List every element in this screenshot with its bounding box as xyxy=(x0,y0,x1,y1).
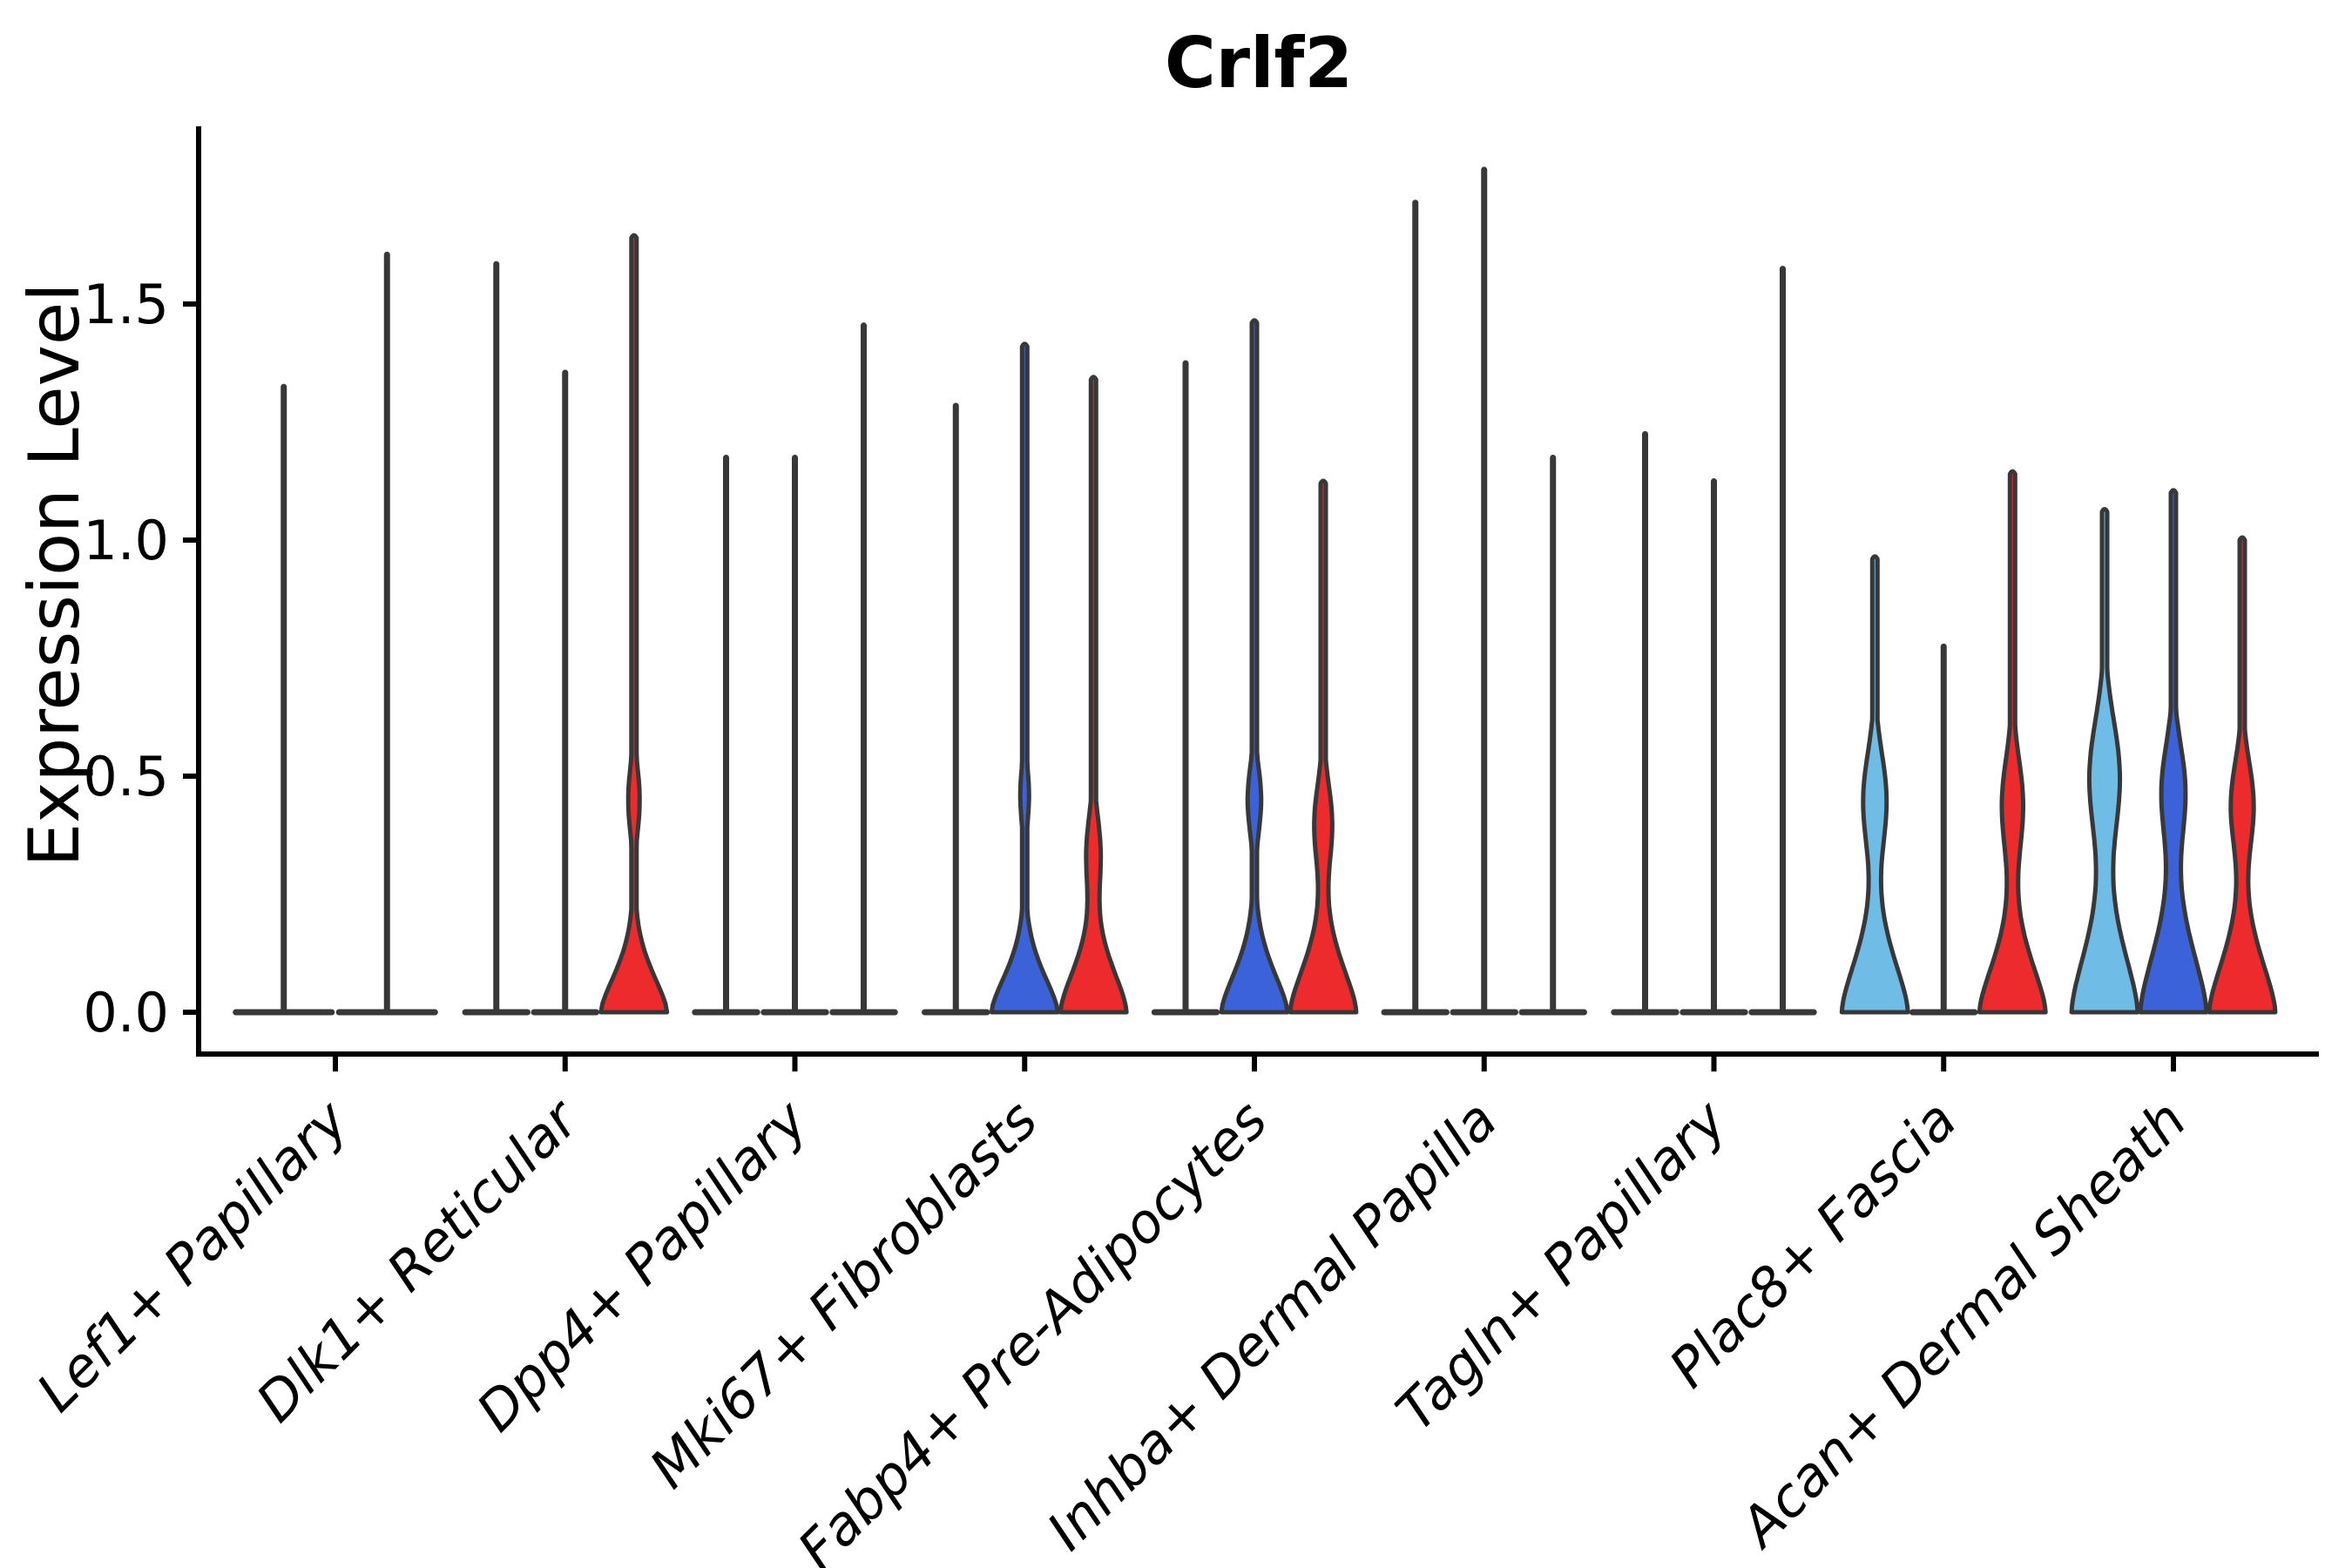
y-tick-label: 0.5 xyxy=(83,745,169,808)
x-tick-label: Fabp4+ Pre-Adipocytes xyxy=(786,1088,1280,1568)
violin xyxy=(335,251,438,1016)
violin xyxy=(1909,643,1978,1016)
violin xyxy=(531,369,599,1016)
violin-body xyxy=(2069,507,2140,1015)
x-tick-label: Inhba+ Dermal Papilla xyxy=(1035,1088,1509,1562)
violin xyxy=(2207,535,2278,1015)
violin xyxy=(829,322,898,1016)
violin xyxy=(2069,507,2140,1015)
violin-body xyxy=(1058,375,1129,1015)
violin xyxy=(692,454,760,1016)
y-axis-title: Expression Level xyxy=(14,283,95,868)
violin xyxy=(1518,454,1587,1016)
violin xyxy=(598,233,670,1015)
violin xyxy=(1839,554,1910,1015)
violin xyxy=(922,402,990,1016)
violin-body xyxy=(1288,478,1359,1015)
violin-body xyxy=(1839,554,1910,1015)
y-tick-label: 1.5 xyxy=(83,273,169,336)
violin xyxy=(1611,430,1680,1016)
violin xyxy=(1219,318,1290,1015)
violin xyxy=(462,260,531,1016)
violin xyxy=(989,341,1060,1015)
violin xyxy=(1288,478,1359,1015)
chart-title: Crlf2 xyxy=(1165,23,1353,104)
violin xyxy=(2138,488,2209,1015)
x-tick-label: Acan+ Dermal Sheath xyxy=(1726,1088,2199,1561)
violin-body xyxy=(1977,469,2048,1015)
violin-body xyxy=(989,341,1060,1015)
violin xyxy=(1977,469,2048,1015)
x-tick-label: Mki67+ Fibroblasts xyxy=(638,1088,1050,1500)
violin xyxy=(1748,266,1817,1016)
violin-body xyxy=(2207,535,2278,1015)
violin xyxy=(1680,478,1748,1016)
violin-body xyxy=(1219,318,1290,1015)
violin xyxy=(1450,166,1518,1016)
violin xyxy=(1381,199,1450,1016)
violin xyxy=(1151,360,1220,1016)
violin-body xyxy=(598,233,670,1015)
violin xyxy=(233,383,335,1016)
violin-body xyxy=(2138,488,2209,1015)
y-tick-label: 1.0 xyxy=(83,509,169,572)
violin xyxy=(760,454,829,1016)
violin xyxy=(1058,375,1129,1015)
violin-layer xyxy=(233,166,2278,1016)
y-tick-label: 0.0 xyxy=(83,981,169,1044)
